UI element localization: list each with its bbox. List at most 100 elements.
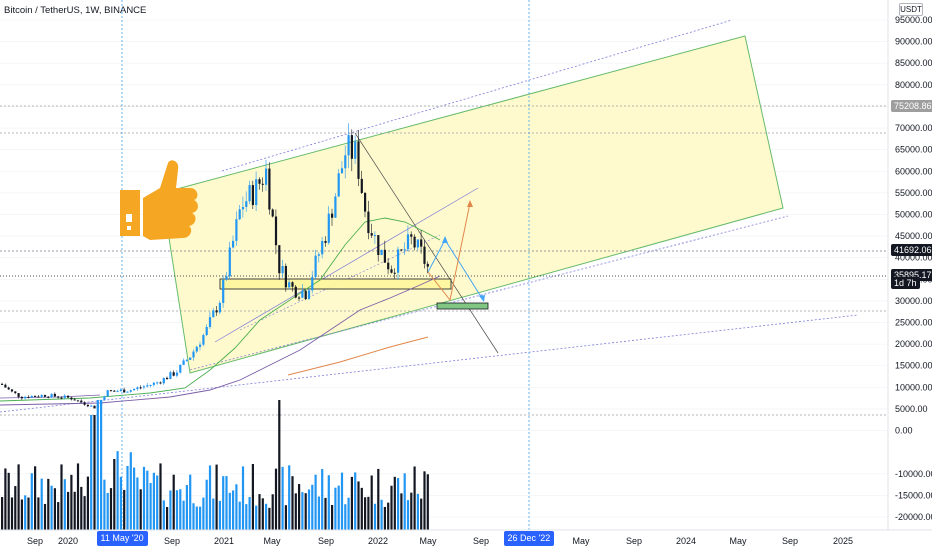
chart-title: Bitcoin / TetherUS, 1W, BINANCE	[4, 5, 147, 16]
volume-bar	[426, 474, 429, 530]
candle	[142, 386, 146, 388]
candle	[83, 402, 86, 405]
volume-bar	[34, 466, 37, 530]
candle	[291, 282, 294, 287]
volume-bar	[232, 490, 235, 530]
time-tick-label: May	[729, 536, 747, 546]
arrow-orange-up	[467, 200, 473, 207]
candle	[413, 236, 416, 248]
candle	[93, 405, 96, 409]
volume-bar	[17, 464, 20, 530]
candle	[123, 389, 126, 393]
price-tick-label: 85000.00	[895, 58, 932, 68]
volume-bar	[307, 489, 311, 530]
time-tick-label: 2021	[214, 536, 234, 546]
volume-bar	[142, 466, 146, 530]
candle	[340, 168, 344, 174]
candle	[37, 396, 40, 398]
price-tick-label: 0.00	[895, 426, 913, 436]
volume-bar	[169, 490, 172, 530]
candle	[63, 395, 66, 398]
volume-bar	[291, 476, 294, 530]
price-tick-label: 65000.00	[895, 145, 932, 155]
volume-bar	[4, 468, 7, 530]
time-tick-label: Sep	[27, 536, 43, 546]
candle	[40, 394, 43, 397]
candle	[311, 277, 314, 291]
volume-bars	[1, 400, 429, 530]
candle	[43, 394, 47, 397]
volume-bar	[7, 472, 10, 530]
volume-bar	[133, 467, 136, 530]
arrow-blue-down	[479, 295, 485, 302]
candle	[225, 276, 228, 280]
volume-bar	[410, 492, 413, 530]
price-tick-label: 90000.00	[895, 37, 932, 47]
time-tick-label: 2024	[676, 536, 696, 546]
ma-purple	[0, 275, 441, 406]
candle	[60, 397, 63, 399]
candle	[410, 234, 413, 237]
volume-bar	[423, 471, 426, 530]
volume-bar	[208, 465, 212, 530]
candle	[268, 168, 271, 210]
price-tick-label: -10000.00	[895, 469, 932, 479]
time-tick-label: 2020	[58, 536, 78, 546]
volume-bar	[205, 479, 208, 530]
volume-bar	[57, 502, 60, 530]
volume-bar	[83, 496, 86, 530]
time-tick-label: Sep	[782, 536, 798, 546]
candle	[321, 240, 324, 255]
volume-bar	[189, 474, 192, 530]
volume-bar	[123, 489, 126, 530]
candle	[133, 388, 136, 391]
diag-line	[239, 234, 441, 331]
candle	[347, 135, 350, 156]
volume-bar	[327, 475, 330, 530]
candle	[199, 344, 202, 347]
volume-bar	[324, 497, 327, 530]
volume-bar	[390, 485, 393, 530]
volume-bar	[20, 499, 23, 530]
currency-badge[interactable]: USDT	[899, 3, 923, 16]
candle	[126, 391, 129, 393]
candle	[34, 395, 37, 397]
candle	[380, 249, 383, 255]
volume-bar	[281, 466, 284, 530]
candle	[159, 382, 162, 384]
volume-bar	[63, 479, 66, 530]
time-tick-label: May	[572, 536, 590, 546]
volume-bar	[146, 470, 149, 530]
price-tick-label: 45000.00	[895, 231, 932, 241]
candle	[103, 396, 106, 400]
volume-bar	[67, 491, 70, 530]
candle	[344, 155, 347, 169]
volume-bar	[337, 485, 340, 530]
volume-bar	[185, 485, 188, 530]
volume-bar	[258, 494, 261, 530]
volume-bar	[278, 400, 281, 530]
candle	[106, 390, 109, 397]
candle	[423, 246, 426, 264]
candle	[76, 400, 80, 402]
candle	[232, 240, 235, 248]
volume-bar	[109, 488, 113, 530]
time-tick-label: Sep	[164, 536, 180, 546]
volume-bar	[370, 475, 373, 530]
volume-bar	[380, 499, 383, 530]
price-tick-label: 15000.00	[895, 361, 932, 371]
volume-bar	[212, 498, 215, 530]
candle	[400, 249, 403, 251]
price-tick-label: -20000.00	[895, 512, 932, 522]
candle	[109, 390, 113, 392]
volume-bar	[126, 465, 129, 530]
price-tick-label: 70000.00	[895, 123, 932, 133]
candle	[241, 206, 245, 210]
volume-bar	[14, 486, 17, 530]
candle	[317, 254, 320, 256]
candle	[245, 201, 248, 207]
volume-bar	[80, 486, 83, 530]
candle	[307, 290, 311, 300]
volume-bar	[340, 472, 344, 530]
